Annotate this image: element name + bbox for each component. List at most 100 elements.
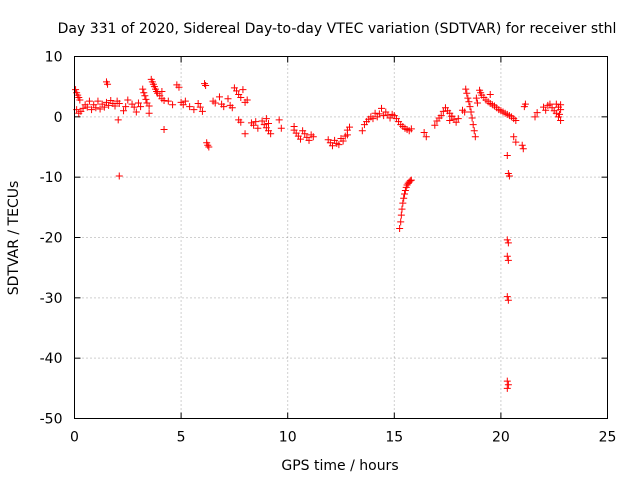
plot-frame bbox=[74, 56, 608, 419]
data-point bbox=[160, 126, 168, 134]
data-point bbox=[96, 105, 104, 113]
x-tick-label: 20 bbox=[492, 430, 510, 446]
data-point bbox=[469, 121, 477, 129]
data-point bbox=[275, 116, 283, 124]
chart-title: Day 331 of 2020, Sidereal Day-to-day VTE… bbox=[58, 21, 617, 37]
data-point bbox=[503, 252, 511, 260]
data-point bbox=[100, 103, 108, 111]
data-point bbox=[542, 106, 550, 114]
data-point bbox=[454, 115, 462, 123]
data-point bbox=[503, 151, 511, 159]
data-point bbox=[305, 136, 313, 144]
data-point bbox=[518, 141, 526, 149]
data-point bbox=[139, 85, 147, 93]
data-point bbox=[406, 177, 414, 185]
data-point bbox=[431, 121, 439, 129]
data-point bbox=[175, 83, 183, 91]
data-point bbox=[512, 138, 520, 146]
data-point bbox=[437, 112, 445, 120]
data-point bbox=[512, 116, 520, 124]
data-point bbox=[233, 87, 241, 95]
data-point bbox=[465, 98, 473, 106]
data-point bbox=[111, 102, 119, 110]
data-point bbox=[201, 80, 209, 88]
data-point bbox=[277, 124, 285, 132]
data-point bbox=[557, 101, 565, 109]
data-point bbox=[237, 94, 245, 102]
data-point bbox=[380, 112, 388, 120]
axis-ticks bbox=[74, 56, 608, 419]
data-point bbox=[503, 377, 511, 385]
data-point bbox=[328, 142, 336, 150]
data-point bbox=[134, 99, 142, 107]
data-point bbox=[504, 239, 512, 247]
data-point bbox=[79, 104, 87, 112]
data-point bbox=[420, 129, 428, 137]
y-tick-label: 10 bbox=[45, 50, 63, 66]
x-tick-label: 15 bbox=[385, 430, 403, 446]
data-point bbox=[190, 106, 198, 114]
data-point bbox=[401, 186, 409, 194]
data-point bbox=[215, 93, 223, 101]
data-point bbox=[519, 145, 527, 153]
data-point bbox=[386, 114, 394, 122]
data-point bbox=[401, 190, 409, 198]
data-point bbox=[531, 113, 539, 121]
data-point bbox=[504, 296, 512, 304]
data-point bbox=[265, 119, 273, 127]
data-point bbox=[186, 103, 194, 111]
data-point bbox=[339, 137, 347, 145]
data-point bbox=[179, 101, 187, 109]
data-point bbox=[439, 107, 447, 115]
data-point bbox=[466, 103, 474, 111]
data-point bbox=[462, 85, 470, 93]
data-point bbox=[88, 106, 96, 114]
data-point bbox=[461, 108, 469, 116]
data-point bbox=[202, 81, 210, 89]
data-point bbox=[92, 104, 100, 112]
data-point bbox=[399, 199, 407, 207]
data-point bbox=[472, 94, 480, 102]
data-point bbox=[158, 87, 166, 95]
data-point bbox=[503, 384, 511, 392]
x-axis-label: GPS time / hours bbox=[281, 458, 398, 474]
data-point bbox=[145, 102, 153, 110]
data-point bbox=[122, 103, 130, 111]
data-point bbox=[504, 256, 512, 264]
data-point bbox=[85, 97, 93, 105]
data-point bbox=[546, 100, 554, 108]
data-point bbox=[346, 123, 354, 131]
data-point bbox=[470, 127, 478, 135]
data-point bbox=[115, 172, 123, 180]
data-point bbox=[241, 130, 249, 138]
data-point bbox=[397, 218, 405, 226]
data-point bbox=[83, 103, 91, 111]
y-tick-label: -30 bbox=[40, 291, 63, 307]
data-point bbox=[335, 141, 343, 149]
data-point bbox=[343, 131, 351, 139]
data-point bbox=[371, 109, 379, 117]
data-point bbox=[132, 108, 140, 116]
data-point bbox=[140, 89, 148, 97]
data-point bbox=[142, 95, 150, 103]
data-point bbox=[533, 109, 541, 117]
data-point bbox=[254, 124, 262, 132]
data-point bbox=[473, 99, 481, 107]
data-point bbox=[486, 91, 494, 99]
x-tick-label: 25 bbox=[599, 430, 617, 446]
x-tick-label: 0 bbox=[70, 430, 79, 446]
data-point bbox=[301, 130, 309, 138]
x-tick-label: 10 bbox=[279, 430, 297, 446]
data-point bbox=[552, 109, 560, 117]
data-point bbox=[137, 103, 145, 111]
data-point bbox=[145, 109, 153, 117]
data-point bbox=[398, 205, 406, 213]
data-point bbox=[105, 101, 113, 109]
data-point bbox=[396, 224, 404, 232]
data-point bbox=[358, 127, 366, 135]
data-point bbox=[397, 211, 405, 219]
grid-lines bbox=[74, 56, 608, 419]
data-point bbox=[130, 103, 138, 111]
data-point bbox=[467, 108, 475, 116]
